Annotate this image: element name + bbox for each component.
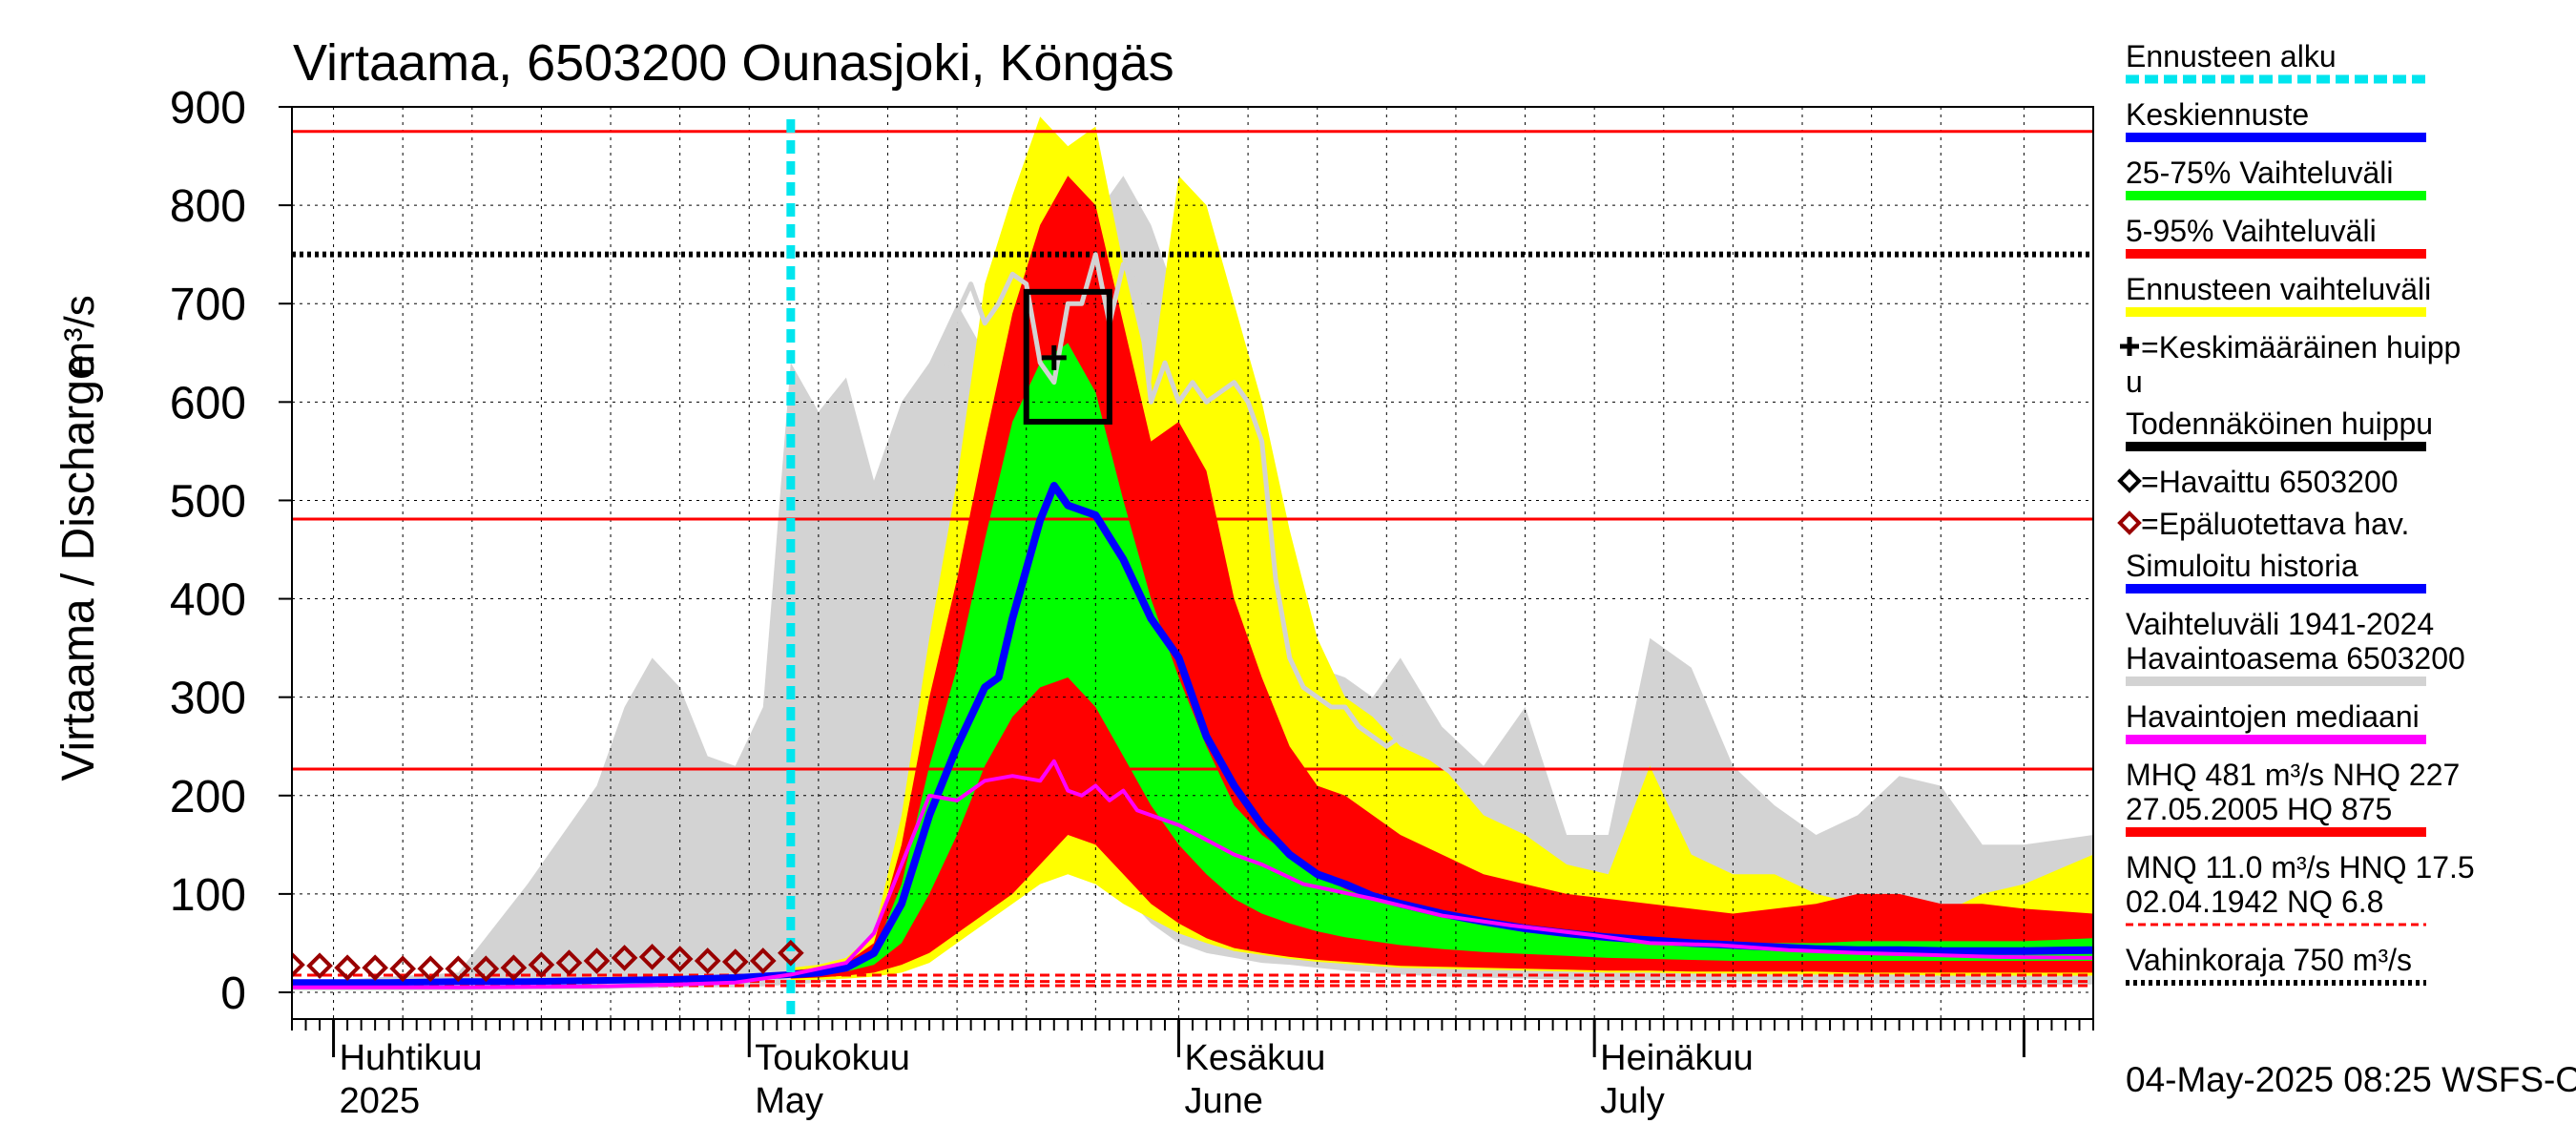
legend-label: 27.05.2005 HQ 875	[2126, 792, 2392, 826]
plot-area	[291, 106, 2094, 1020]
y-tick-label: 200	[170, 772, 246, 822]
probable-peak-box	[1023, 288, 1112, 425]
observation-point	[694, 947, 721, 974]
legend-label: 25-75% Vaihteluväli	[2126, 156, 2393, 190]
band-3	[790, 343, 2093, 977]
observation-point	[555, 949, 583, 976]
legend-marker	[2117, 510, 2142, 535]
legend-marker	[2120, 337, 2139, 356]
observation-point	[583, 947, 611, 974]
series-line-1	[292, 970, 791, 987]
observation-point	[334, 954, 361, 982]
y-axis-unit: m³/s	[56, 295, 103, 377]
observation-point	[611, 945, 638, 971]
series-line-2	[292, 759, 2093, 989]
legend-marker	[2117, 468, 2142, 493]
series-line-3	[926, 252, 1458, 779]
legend-label: =Havaittu 6503200	[2141, 465, 2399, 499]
legend-label: Havaintoasema 6503200	[2126, 641, 2465, 676]
y-axis: 0 100 200 300 400 500 600 700 800 900	[170, 83, 292, 1019]
legend-label: 5-95% Vaihteluväli	[2126, 214, 2377, 248]
observation-point	[292, 951, 305, 978]
y-tick-label: 300	[170, 674, 246, 724]
y-tick-label: 500	[170, 476, 246, 527]
mean-peak-marker	[1041, 344, 1067, 370]
observation-point	[749, 947, 777, 974]
observation-point	[472, 955, 500, 983]
legend-label: =Epäluotettava hav.	[2141, 507, 2409, 541]
legend-label: 02.04.1942 NQ 6.8	[2126, 885, 2383, 919]
observation-point	[721, 948, 749, 975]
observation-point	[389, 955, 417, 983]
x-month-label: Kesäkuu	[1184, 1038, 1325, 1078]
y-axis-label: Virtaama / Discharge	[53, 354, 104, 781]
y-tick-label: 400	[170, 575, 246, 626]
chart-title: Virtaama, 6503200 Ounasjoki, Köngäs	[293, 34, 1174, 92]
legend-label: Havaintojen mediaani	[2126, 699, 2420, 734]
band-2	[790, 176, 2093, 979]
legend-label: Simuloitu historia	[2126, 549, 2358, 583]
x-month-sublabel: July	[1600, 1081, 1665, 1121]
observation-point	[638, 944, 666, 970]
x-month-sublabel: May	[755, 1081, 823, 1121]
x-month-sublabel: June	[1184, 1081, 1262, 1121]
observation-point	[666, 946, 694, 972]
legend-label: MNQ 11.0 m³/s HNQ 17.5	[2126, 850, 2475, 885]
observation-point	[306, 952, 333, 979]
legend-label: Vaihteluväli 1941-2024	[2126, 607, 2434, 641]
legend-label: MHQ 481 m³/s NHQ 227	[2126, 758, 2460, 792]
observation-point	[417, 955, 445, 983]
observation-point	[445, 955, 472, 983]
observation-point	[528, 951, 555, 978]
y-tick-label: 800	[170, 181, 246, 232]
y-tick-label: 900	[170, 83, 246, 134]
x-month-label: Heinäkuu	[1600, 1038, 1754, 1078]
legend-label: Keskiennuste	[2126, 97, 2309, 132]
plot-content	[292, 107, 2093, 1019]
legend-label: Ennusteen alku	[2126, 39, 2337, 73]
observation-point	[778, 939, 804, 967]
observation-point	[500, 954, 528, 982]
legend: Ennusteen alku Keskiennuste 25-75% Vaihtel…	[2117, 39, 2475, 986]
observation-point	[362, 954, 388, 982]
y-tick-label: 0	[220, 968, 246, 1019]
legend-label: Vahinkoraja 750 m³/s	[2126, 943, 2412, 977]
y-tick-label: 700	[170, 280, 246, 330]
y-tick-label: 100	[170, 870, 246, 921]
legend-label: Ennusteen vaihteluväli	[2126, 272, 2431, 306]
legend-label: =Keskimääräinen huipp	[2141, 330, 2461, 364]
series-line-0	[790, 482, 2093, 979]
timestamp-footer: 04-May-2025 08:25 WSFS-O	[2126, 1060, 2576, 1099]
y-tick-label: 600	[170, 378, 246, 428]
legend-label: u	[2126, 364, 2143, 399]
x-month-label: Huhtikuu	[340, 1038, 483, 1078]
legend-label: Todennäköinen huippu	[2126, 406, 2433, 441]
x-month-sublabel: 2025	[340, 1081, 421, 1121]
x-month-label: Toukokuu	[755, 1038, 910, 1078]
